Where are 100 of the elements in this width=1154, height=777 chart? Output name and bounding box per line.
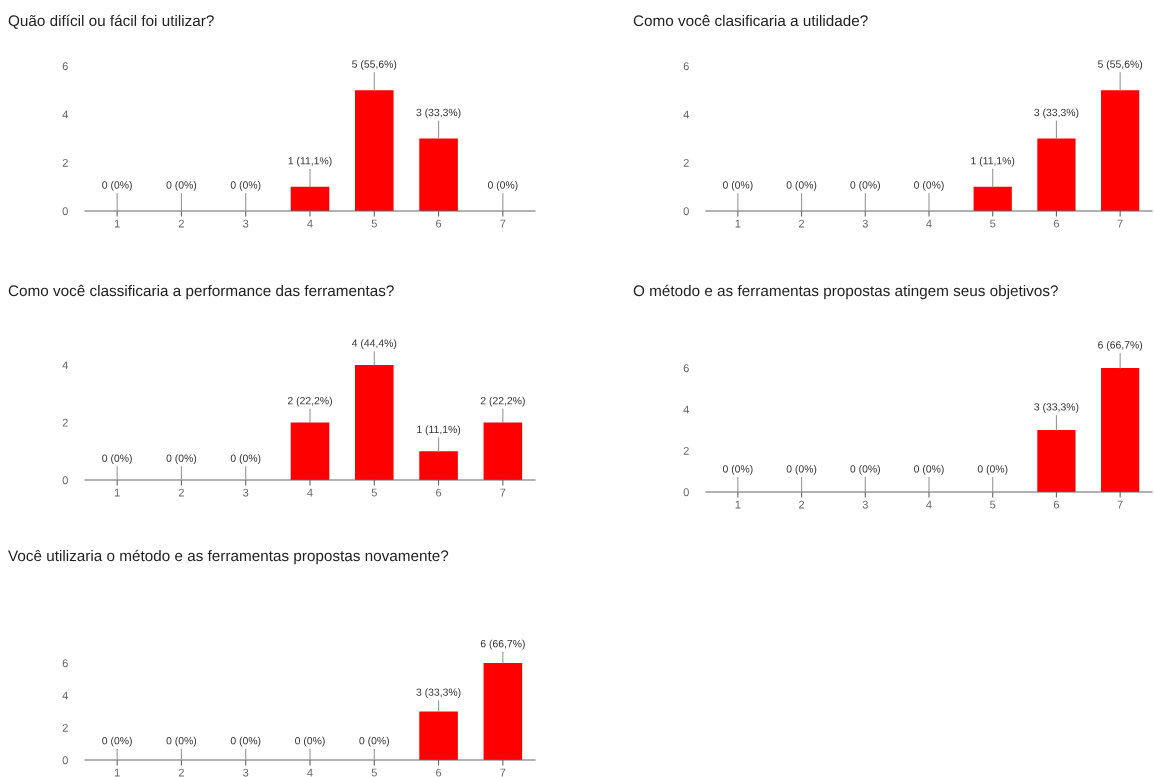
y-tick-label: 6 [62,62,68,71]
data-label: 3 (33,3%) [416,108,461,119]
bar [1037,138,1076,211]
data-label: 5 (55,6%) [352,60,397,70]
y-tick-label: 4 [62,691,69,700]
chart-title: Você utilizaria o método e as ferramentas propostas novamente? [8,549,449,565]
x-tick-label: 4 [307,488,313,497]
y-tick-label: 6 [683,364,689,373]
x-tick-label: 7 [1117,219,1123,228]
data-label: 0 (0%) [850,464,880,475]
x-tick-label: 1 [735,219,741,228]
y-tick-label: 6 [62,659,68,668]
x-tick-label: 1 [114,488,120,497]
bar [419,138,458,211]
y-tick-label: 2 [62,418,68,427]
y-tick-label: 0 [62,756,68,765]
bar [290,186,330,211]
x-tick-label: 3 [243,219,249,228]
y-tick-label: 4 [62,110,69,119]
x-tick-label: 4 [307,768,313,777]
data-label: 0 (0%) [786,180,817,191]
data-label: 0 (0%) [722,180,753,191]
y-tick-label: 4 [683,405,690,414]
data-label: 6 (66,7%) [1098,340,1143,351]
x-tick-label: 2 [178,768,184,777]
data-label: 0 (0%) [850,180,880,191]
x-tick-label: 3 [243,768,249,777]
x-tick-label: 3 [862,219,868,228]
y-tick-label: 6 [683,62,689,71]
data-label: 0 (0%) [230,180,261,191]
data-label: 5 (55,6%) [1097,60,1143,70]
bar [1101,90,1140,211]
chart-title: O método e as ferramentas propostas atingem seus objetivos? [633,284,1058,300]
data-label: 0 (0%) [102,180,132,191]
data-label: 0 (0%) [487,180,518,191]
x-tick-label: 6 [436,219,442,228]
x-tick-label: 7 [500,219,506,228]
bar [419,451,458,480]
y-tick-label: 0 [683,207,689,216]
data-label: 1 (11,1%) [417,425,461,436]
y-tick-label: 2 [62,723,68,732]
x-tick-label: 4 [307,219,313,228]
bar [290,422,330,480]
data-label: 0 (0%) [295,736,325,747]
x-tick-label: 4 [926,500,932,509]
data-label: 0 (0%) [359,736,389,747]
x-tick-label: 3 [862,500,868,509]
data-label: 0 (0%) [230,454,261,464]
y-tick-label: 4 [62,361,69,370]
data-label: 0 (0%) [102,454,132,464]
chart-title: Como você classificaria a performance das ferramentas? [8,284,394,300]
x-tick-label: 5 [371,488,377,497]
y-tick-label: 2 [62,158,68,167]
data-label: 0 (0%) [786,464,817,475]
data-label: 2 (22,2%) [480,396,525,407]
x-tick-label: 2 [178,488,184,497]
x-tick-label: 2 [799,500,805,509]
x-tick-label: 3 [243,488,249,497]
data-label: 6 (66,7%) [480,639,525,650]
x-tick-label: 6 [1053,219,1060,228]
x-tick-label: 5 [371,219,377,228]
x-tick-label: 7 [1117,500,1123,509]
data-label: 0 (0%) [230,736,261,747]
data-label: 0 (0%) [977,464,1008,475]
x-tick-label: 2 [799,219,805,228]
bar [483,422,523,480]
x-tick-label: 5 [371,768,377,777]
x-tick-label: 6 [1053,500,1060,509]
x-tick-label: 7 [500,768,506,777]
chart-title: Quão difícil ou fácil foi utilizar? [8,14,214,29]
x-tick-label: 7 [500,488,506,497]
x-tick-label: 1 [114,219,120,228]
x-tick-label: 6 [436,488,442,497]
bar [355,90,394,211]
x-tick-label: 4 [926,219,932,228]
x-tick-label: 1 [735,500,741,509]
y-tick-label: 4 [683,110,690,119]
data-label: 0 (0%) [166,454,197,464]
y-tick-label: 0 [62,207,68,216]
y-tick-label: 0 [62,476,68,485]
x-tick-label: 6 [436,768,442,777]
bar [973,186,1012,211]
data-label: 0 (0%) [166,180,197,191]
data-label: 0 (0%) [914,464,944,475]
y-tick-label: 0 [683,488,689,497]
data-label: 4 (44,4%) [351,339,397,349]
data-label: 0 (0%) [914,180,944,191]
x-tick-label: 5 [990,219,996,228]
data-label: 3 (33,3%) [1034,108,1079,119]
data-label: 0 (0%) [722,464,753,475]
x-tick-label: 1 [114,768,120,777]
x-tick-label: 2 [178,219,184,228]
x-tick-label: 5 [990,500,996,509]
y-tick-label: 2 [683,446,689,455]
bar [355,365,394,480]
chart-title: Como você clasificaria a utilidade? [633,14,868,27]
data-label: 0 (0%) [166,736,197,747]
data-label: 3 (33,3%) [416,688,461,698]
y-tick-label: 2 [683,158,689,167]
data-label: 1 (11,1%) [288,156,332,167]
